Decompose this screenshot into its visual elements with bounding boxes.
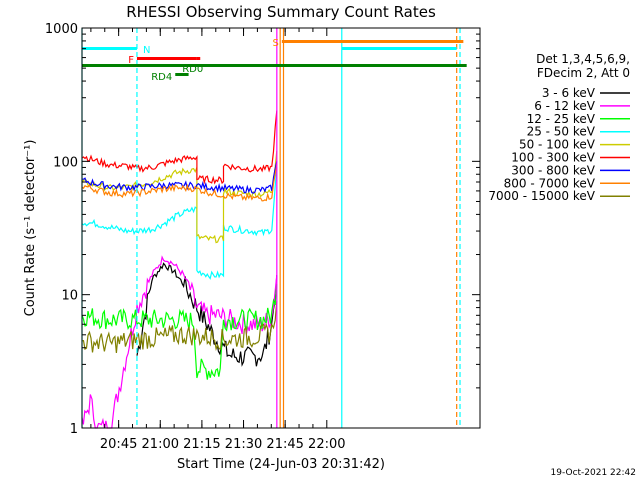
legend-header-line: FDecim 2, Att 0 — [537, 66, 630, 80]
flag-bar-n-1 — [341, 47, 457, 50]
series-line-3 — [81, 167, 278, 280]
legend-entry-label: 25 - 50 keV — [527, 125, 596, 139]
legend-entry-label: 800 - 7000 keV — [504, 176, 596, 190]
x-tick-label: 21:15 — [183, 437, 220, 452]
series-line-7 — [81, 164, 278, 202]
series-line-2 — [81, 284, 278, 380]
plot-axes: 20:45 21:00 21:15 21:30 21:45 22:00 1 10 100 1000 — [45, 22, 480, 452]
flag-bar-f-1 — [196, 57, 201, 60]
flag-label-f: F — [128, 55, 134, 66]
legend-entry-label: 12 - 25 keV — [527, 112, 596, 126]
y-tick-label: 1000 — [45, 22, 78, 37]
flag-label-n: N — [143, 45, 150, 56]
series-line-8 — [81, 300, 278, 353]
legend-entry-label: 50 - 100 keV — [519, 138, 596, 152]
legend-entry-label: 100 - 300 keV — [511, 151, 595, 165]
flag-bar-rd4-0 — [175, 73, 189, 76]
legend-entry-label: 3 - 6 keV — [542, 86, 596, 100]
series-line-5 — [81, 110, 278, 185]
plot-vertical-markers — [81, 28, 461, 428]
flag-label-rd4: RD4 — [151, 72, 172, 83]
x-tick-label: 21:00 — [142, 437, 179, 452]
x-tick-label: 22:00 — [308, 437, 345, 452]
timestamp: 19-Oct-2021 22:42 — [551, 468, 636, 478]
flag-label-s: S — [272, 38, 278, 49]
plot-frame — [81, 27, 481, 429]
plot-flag-bars: NF RD0 RD4 S — [82, 38, 467, 83]
legend-entry-label: 7000 - 15000 keV — [488, 189, 595, 203]
series-line-0 — [136, 262, 278, 367]
y-tick-label: 10 — [61, 289, 78, 304]
flag-bar-f-0 — [136, 57, 197, 60]
legend-header-line: Det 1,3,4,5,6,9, — [536, 52, 630, 66]
x-axis-label: Start Time (24-Jun-03 20:31:42) — [177, 457, 385, 472]
legend-entry-label: 6 - 12 keV — [534, 99, 596, 113]
flag-label-rd0: RD0 — [182, 64, 203, 75]
flag-bar-s-0 — [281, 40, 464, 43]
x-tick-label: 21:30 — [225, 437, 262, 452]
x-tick-label: 20:45 — [100, 437, 137, 452]
legend-entry-label: 300 - 800 keV — [511, 163, 595, 177]
flag-bar-n-0 — [82, 47, 137, 50]
chart-title: RHESSI Observing Summary Count Rates — [126, 3, 436, 21]
plot-series — [81, 110, 278, 429]
y-axis-label: Count Rate (s⁻¹ detector⁻¹) — [23, 140, 38, 317]
y-tick-label: 1 — [70, 422, 78, 437]
y-tick-label: 100 — [53, 155, 78, 170]
x-tick-label: 21:45 — [266, 437, 303, 452]
flag-bar-full-0 — [82, 64, 467, 67]
series-line-6 — [82, 161, 278, 194]
chart-legend: Det 1,3,4,5,6,9,FDecim 2, Att 0 3 - 6 keV… — [488, 52, 630, 203]
